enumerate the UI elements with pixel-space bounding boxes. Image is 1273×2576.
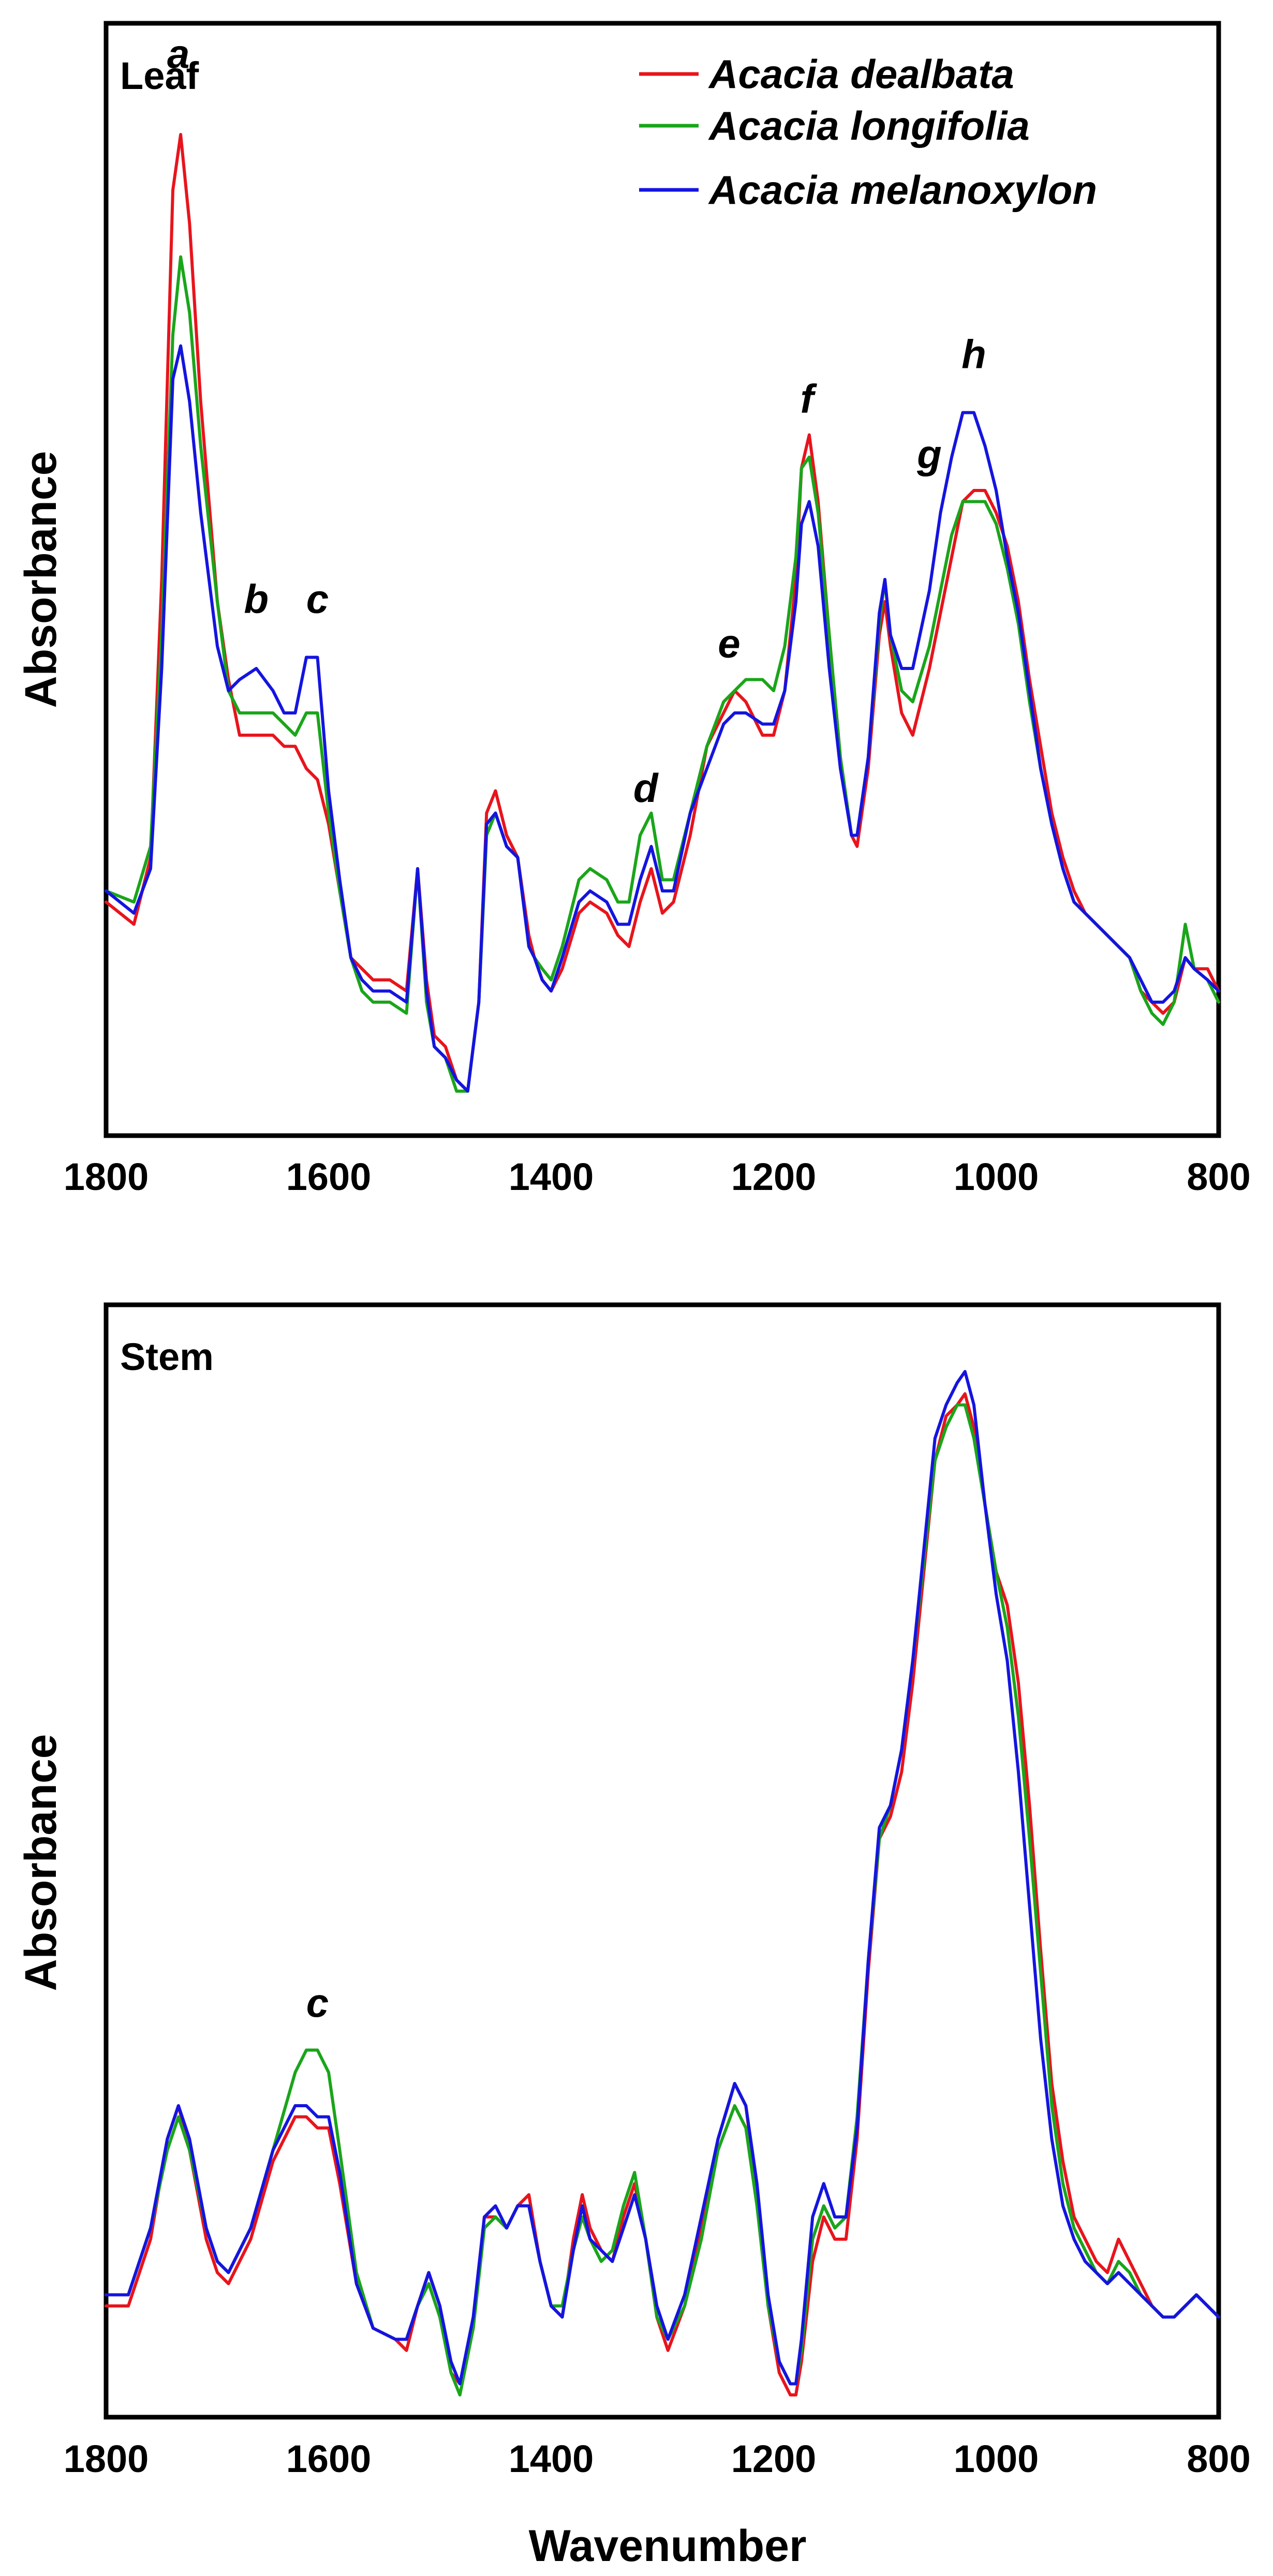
leaf-peak-label-f: f — [801, 376, 818, 422]
x-axis-label: Wavenumber — [529, 2521, 807, 2571]
stem-x-tick-label: 800 — [1187, 2437, 1250, 2480]
leaf-peak-label-g: g — [916, 431, 942, 477]
stem-x-tick-label: 1400 — [509, 2437, 594, 2480]
leaf-series-longifolia — [105, 255, 1220, 1093]
stem-series-melanoxylon — [105, 1370, 1220, 2386]
stem-panel: Stem Absorbance 1800 1600 1400 1200 1000 800 … — [16, 1302, 1251, 2571]
stem-x-tick-label: 1800 — [64, 2437, 149, 2480]
leaf-peak-label-h: h — [961, 332, 986, 377]
stem-peak-label-c: c — [306, 1980, 329, 2026]
stem-series-longifolia — [105, 1403, 1220, 2396]
leaf-panel: Leaf Absorbance 1800 1600 1400 1200 1000 800 … — [16, 21, 1251, 1198]
leaf-x-tick-label: 1800 — [64, 1155, 149, 1198]
stem-x-tick-label: 1000 — [954, 2437, 1039, 2480]
leaf-x-tick-label: 1000 — [954, 1155, 1039, 1198]
leaf-y-axis-label: Absorbance — [16, 451, 66, 708]
stem-plot-frame — [103, 1302, 1221, 2420]
stem-peak-labels: c — [306, 1980, 329, 2026]
stem-series-dealbata — [105, 1392, 1220, 2396]
leaf-peak-label-b: b — [244, 576, 269, 622]
legend-label-melanoxylon: Acacia melanoxylon — [708, 167, 1097, 213]
leaf-series — [105, 133, 1220, 1093]
leaf-x-tick-label: 1200 — [731, 1155, 817, 1198]
legend-label-dealbata: Acacia dealbata — [708, 51, 1014, 97]
leaf-series-melanoxylon — [105, 344, 1220, 1093]
leaf-x-tick-label: 1600 — [286, 1155, 372, 1198]
leaf-peak-label-e: e — [718, 621, 740, 666]
leaf-panel-label: Leaf — [120, 54, 199, 97]
legend: Acacia dealbata Acacia longifolia Acacia… — [639, 51, 1097, 213]
stem-x-ticks: 1800 1600 1400 1200 1000 800 — [64, 2437, 1251, 2480]
stem-y-axis-label: Absorbance — [16, 1734, 66, 1991]
stem-x-tick-label: 1600 — [286, 2437, 372, 2480]
stem-panel-label: Stem — [120, 1335, 214, 1378]
stem-series — [105, 1370, 1220, 2396]
leaf-peak-label-c: c — [306, 576, 329, 622]
legend-label-longifolia: Acacia longifolia — [708, 103, 1030, 148]
leaf-series-dealbata — [105, 133, 1220, 1093]
leaf-peak-label-a: a — [167, 31, 189, 77]
leaf-peak-label-d: d — [633, 765, 659, 811]
stem-x-tick-label: 1200 — [731, 2437, 817, 2480]
leaf-plot-frame — [103, 21, 1221, 1138]
leaf-peak-labels: a b c d e f g h — [167, 31, 986, 811]
leaf-x-tick-label: 1400 — [509, 1155, 594, 1198]
leaf-x-ticks: 1800 1600 1400 1200 1000 800 — [64, 1155, 1251, 1198]
leaf-x-tick-label: 800 — [1187, 1155, 1250, 1198]
